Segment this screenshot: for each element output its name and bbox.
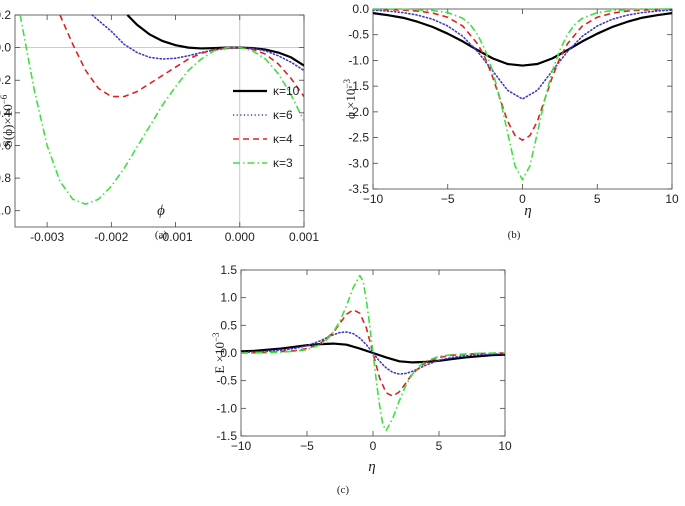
x-tick-label: -0.001	[159, 230, 193, 244]
legend-entry: κ=4	[273, 132, 293, 146]
y-tick-label: 0.0	[352, 2, 369, 16]
legend-entry: κ=10	[273, 84, 300, 98]
y-tick-label: -1.0	[0, 204, 11, 218]
series-line-kappa-6	[241, 331, 505, 375]
y-tick-label: -1.5	[348, 79, 369, 93]
panel-b: −10 −5 0 5 10 0.0 -0.5 -1.0 -1.5 -2.0 -2.5 -3.0 -3.5…	[342, 2, 679, 241]
x-tick-label: 5	[436, 439, 443, 453]
y-tick-label: -0.4	[0, 106, 11, 120]
y-tick-label: 1.0	[220, 291, 237, 305]
series-line-kappa-4	[241, 309, 505, 397]
legend: κ=10 κ=6 κ=4 κ=3	[233, 84, 300, 170]
y-tick-label: 0.5	[220, 318, 237, 332]
y-tick-label: -0.6	[0, 138, 11, 152]
y-axis-label: S(ϕ)×10−6	[0, 94, 15, 147]
series-line-kappa-6	[373, 9, 672, 100]
y-tick-label: 1.5	[220, 263, 237, 277]
panel-a: -0.003 -0.002 -0.001 0.000 0.001 0.2 0.0 -0.2 -0…	[0, 8, 319, 244]
series-line-kappa-3	[241, 274, 505, 432]
x-tick-label: 10	[665, 192, 679, 206]
y-tick-label: -1.5	[216, 429, 237, 443]
x-tick-label: −5	[441, 192, 455, 206]
x-tick-label: 10	[498, 439, 512, 453]
y-tick-label: -1.0	[216, 401, 237, 415]
y-axis-label: E ×10−3	[211, 332, 227, 374]
y-tick-label: -3.5	[348, 182, 369, 196]
series-line-kappa-3	[19, 14, 304, 205]
y-tick-label: -0.5	[216, 374, 237, 388]
x-tick-label: −10	[363, 192, 384, 206]
x-tick-label: 0	[519, 192, 526, 206]
plot-frame	[14, 14, 305, 228]
panel-c: −10 −5 0 5 10 1.5 1.0 0.5 0.0 -0.5 -1.0 -1.5 η E ×10−…	[211, 263, 512, 496]
x-axis-label: ϕ	[157, 203, 165, 219]
y-tick-label: -0.5	[348, 28, 369, 42]
x-axis-label: η	[368, 459, 375, 475]
y-tick-label: -2.5	[348, 131, 369, 145]
y-tick-label: 0.0	[0, 41, 11, 55]
series-line-kappa-4	[373, 8, 672, 141]
legend-entry: κ=3	[273, 156, 293, 170]
y-tick-label: 0.2	[0, 8, 11, 22]
x-tick-label: 0	[370, 439, 377, 453]
series-line-kappa-10	[373, 12, 672, 67]
x-tick-label: −10	[231, 439, 252, 453]
x-tick-label: −5	[300, 439, 314, 453]
legend-entry: κ=6	[273, 108, 293, 122]
series-line-kappa-3	[373, 8, 672, 181]
x-axis-label: η	[524, 203, 531, 219]
panel-label: (c)	[337, 484, 350, 496]
x-tick-label: -0.002	[94, 230, 128, 244]
x-tick-label: 0.000	[225, 230, 255, 244]
y-tick-label: -1.0	[348, 53, 369, 67]
x-tick-label: -0.003	[30, 230, 64, 244]
panel-label: (a)	[155, 229, 168, 241]
y-tick-label: -3.0	[348, 156, 369, 170]
y-tick-label: -0.8	[0, 171, 11, 185]
x-tick-label: 0.001	[289, 230, 319, 244]
series-line-kappa-10	[126, 14, 304, 67]
y-axis-label: ϕ ×10−3	[342, 78, 358, 119]
y-tick-label: -2.0	[348, 105, 369, 119]
series-line-kappa-6	[91, 14, 304, 72]
x-tick-label: 5	[594, 192, 601, 206]
y-tick-label: -0.2	[0, 73, 11, 87]
series-line-kappa-4	[59, 14, 304, 98]
y-tick-label: 0.0	[220, 346, 237, 360]
panel-label: (b)	[508, 229, 521, 241]
